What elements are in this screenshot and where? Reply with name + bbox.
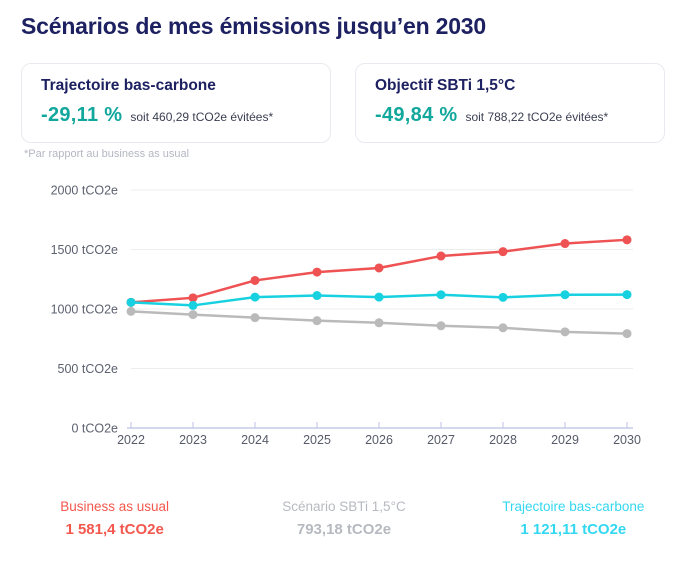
data-point[interactable] [250,313,260,323]
legend-item-sbti: Scénario SBTi 1,5°C 793,18 tCO2e [229,499,458,538]
y-axis-label: 1000 tCO2e [51,303,118,317]
page-title: Scénarios de mes émissions jusqu’en 2030 [21,13,486,39]
data-point[interactable] [498,247,508,257]
y-axis-label: 1500 tCO2e [51,243,118,257]
card-title: Objectif SBTi 1,5°C [375,77,516,94]
x-axis-label: 2022 [117,433,145,447]
data-point[interactable] [622,290,632,300]
footnote: *Par rapport au business as usual [24,148,190,160]
data-point[interactable] [126,297,136,307]
x-axis-label: 2029 [551,433,579,447]
data-point[interactable] [374,263,384,273]
card-title: Trajectoire bas-carbone [41,77,216,94]
x-axis-label: 2028 [489,433,517,447]
data-point[interactable] [312,316,322,326]
card-percent: -29,11 % [41,104,123,126]
x-axis-label: 2027 [427,433,455,447]
data-point[interactable] [622,329,632,339]
data-point[interactable] [250,292,260,302]
emissions-chart[interactable]: 0 tCO2e 500 tCO2e 1000 tCO2e 1500 tCO2e 2000… [0,168,688,468]
y-axis-label: 500 tCO2e [58,362,119,376]
legend-label: Scénario SBTi 1,5°C [282,499,406,514]
emissions-chart-svg[interactable]: 0 tCO2e 500 tCO2e 1000 tCO2e 1500 tCO2e 2000… [0,168,688,468]
legend-item-business-as-usual: Business as usual 1 581,4 tCO2e [0,499,229,538]
card-detail: soit 788,22 tCO2e évitées* [465,110,609,124]
legend-label: Trajectoire bas-carbone [502,499,645,514]
legend-value: 793,18 tCO2e [296,521,392,538]
data-point[interactable] [188,300,198,310]
summary-cards: Trajectoire bas-carbone -29,11 % soit 46… [21,63,665,143]
data-point[interactable] [374,318,384,328]
chart-legend: Business as usual 1 581,4 tCO2e Scénario… [0,499,688,538]
data-point[interactable] [188,293,198,303]
data-point[interactable] [312,291,322,301]
legend-value: 1 581,4 tCO2e [65,521,164,538]
data-point[interactable] [436,321,446,331]
data-point[interactable] [312,267,322,277]
data-point[interactable] [436,290,446,300]
data-point[interactable] [560,290,570,300]
data-point[interactable] [498,323,508,333]
x-axis-label: 2024 [241,433,269,447]
data-point[interactable] [498,292,508,302]
x-axis-label: 2026 [365,433,393,447]
y-axis-label: 0 tCO2e [71,422,118,436]
y-axis-label: 2000 tCO2e [51,184,118,198]
data-point[interactable] [374,292,384,302]
legend-label: Business as usual [60,499,170,514]
card-detail: soit 460,29 tCO2e évitées* [130,110,274,124]
legend-item-bas-carbone: Trajectoire bas-carbone 1 121,11 tCO2e [459,499,688,538]
data-point[interactable] [126,306,136,316]
x-axis-label: 2030 [613,433,641,447]
x-axis-label: 2023 [179,433,207,447]
data-point[interactable] [560,327,570,337]
data-point[interactable] [250,275,260,285]
data-point[interactable] [436,251,446,261]
card-percent: -49,84 % [375,104,458,126]
data-point[interactable] [560,239,570,249]
card-bas-carbone: Trajectoire bas-carbone -29,11 % soit 46… [21,63,331,143]
legend-value: 1 121,11 tCO2e [520,521,627,538]
x-axis-label: 2025 [303,433,331,447]
data-point[interactable] [188,310,198,320]
card-sbti: Objectif SBTi 1,5°C -49,84 % soit 788,22… [355,63,665,143]
data-point[interactable] [622,235,632,245]
